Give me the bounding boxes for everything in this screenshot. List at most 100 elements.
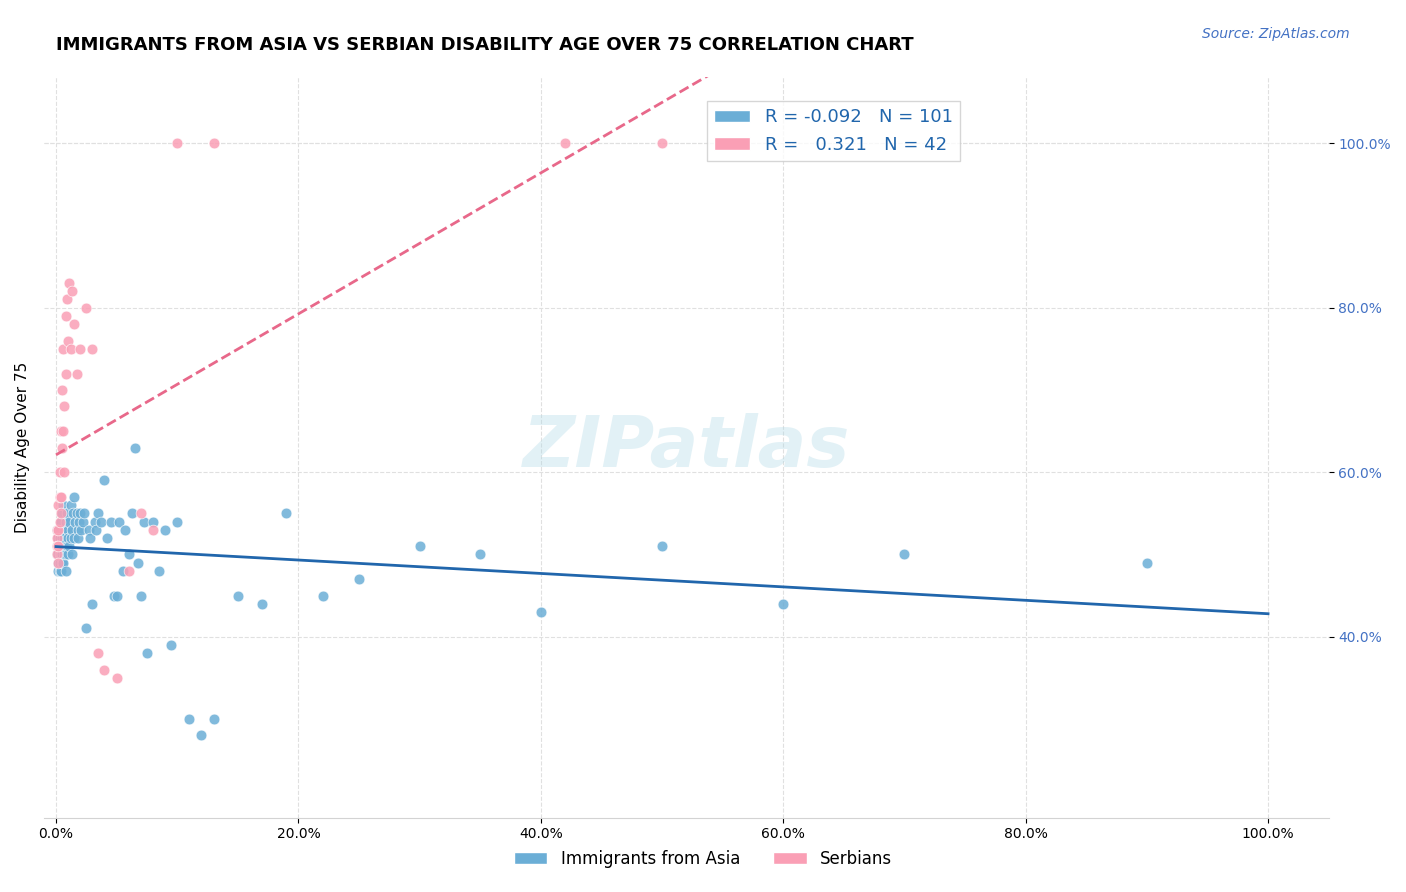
- Point: [49, 564, 72, 578]
- Point: [893, 548, 915, 562]
- Point: [49, 424, 72, 438]
- Point: [48, 548, 70, 562]
- Point: [55, 515, 77, 529]
- Point: [1136, 556, 1159, 570]
- Point: [250, 597, 273, 611]
- Point: [408, 539, 430, 553]
- Point: [56, 523, 79, 537]
- Point: [46, 548, 69, 562]
- Point: [58, 539, 80, 553]
- Point: [48, 523, 70, 537]
- Point: [118, 564, 141, 578]
- Point: [48, 531, 70, 545]
- Point: [59, 342, 82, 356]
- Point: [55, 309, 77, 323]
- Legend: Immigrants from Asia, Serbians: Immigrants from Asia, Serbians: [508, 844, 898, 875]
- Point: [83, 515, 105, 529]
- Point: [55, 564, 77, 578]
- Point: [48, 531, 70, 545]
- Point: [772, 597, 794, 611]
- Text: IMMIGRANTS FROM ASIA VS SERBIAN DISABILITY AGE OVER 75 CORRELATION CHART: IMMIGRANTS FROM ASIA VS SERBIAN DISABILI…: [56, 36, 914, 54]
- Point: [48, 539, 70, 553]
- Point: [48, 556, 70, 570]
- Y-axis label: Disability Age Over 75: Disability Age Over 75: [15, 362, 30, 533]
- Point: [190, 728, 212, 742]
- Point: [79, 531, 101, 545]
- Point: [62, 506, 84, 520]
- Point: [60, 523, 83, 537]
- Point: [53, 523, 76, 537]
- Point: [48, 465, 70, 479]
- Text: ZIPatlas: ZIPatlas: [523, 413, 851, 482]
- Point: [67, 515, 90, 529]
- Point: [63, 490, 86, 504]
- Point: [75, 301, 97, 315]
- Point: [69, 342, 91, 356]
- Point: [55, 548, 77, 562]
- Point: [56, 548, 79, 562]
- Point: [48, 531, 70, 545]
- Point: [60, 548, 83, 562]
- Point: [129, 589, 152, 603]
- Point: [48, 523, 70, 537]
- Point: [148, 564, 170, 578]
- Point: [49, 548, 72, 562]
- Point: [52, 498, 75, 512]
- Point: [111, 564, 134, 578]
- Point: [56, 539, 79, 553]
- Point: [52, 556, 75, 570]
- Point: [134, 515, 156, 529]
- Point: [93, 474, 115, 488]
- Point: [48, 548, 70, 562]
- Point: [142, 515, 165, 529]
- Point: [470, 548, 492, 562]
- Point: [153, 523, 176, 537]
- Point: [51, 383, 73, 397]
- Point: [46, 539, 69, 553]
- Point: [51, 531, 73, 545]
- Point: [651, 539, 673, 553]
- Point: [46, 523, 69, 537]
- Point: [202, 136, 225, 151]
- Point: [105, 671, 128, 685]
- Point: [105, 589, 128, 603]
- Point: [48, 556, 70, 570]
- Point: [46, 548, 69, 562]
- Point: [51, 556, 73, 570]
- Point: [58, 276, 80, 290]
- Point: [53, 465, 76, 479]
- Point: [82, 597, 104, 611]
- Point: [51, 548, 73, 562]
- Point: [166, 515, 188, 529]
- Point: [70, 523, 93, 537]
- Point: [56, 334, 79, 348]
- Point: [75, 622, 97, 636]
- Point: [124, 441, 146, 455]
- Point: [69, 506, 91, 520]
- Point: [48, 490, 70, 504]
- Point: [53, 548, 76, 562]
- Point: [276, 506, 298, 520]
- Point: [48, 564, 70, 578]
- Point: [48, 564, 70, 578]
- Point: [59, 498, 82, 512]
- Point: [100, 515, 122, 529]
- Point: [114, 523, 136, 537]
- Point: [135, 646, 157, 660]
- Point: [66, 523, 89, 537]
- Point: [49, 515, 72, 529]
- Point: [56, 293, 79, 307]
- Point: [127, 556, 149, 570]
- Point: [530, 605, 553, 619]
- Point: [48, 515, 70, 529]
- Point: [651, 136, 673, 151]
- Point: [347, 572, 370, 586]
- Point: [56, 506, 79, 520]
- Point: [52, 342, 75, 356]
- Point: [48, 539, 70, 553]
- Point: [179, 712, 201, 726]
- Point: [48, 548, 70, 562]
- Point: [90, 515, 112, 529]
- Legend: R = -0.092   N = 101, R =   0.321   N = 42: R = -0.092 N = 101, R = 0.321 N = 42: [707, 102, 960, 161]
- Point: [49, 490, 72, 504]
